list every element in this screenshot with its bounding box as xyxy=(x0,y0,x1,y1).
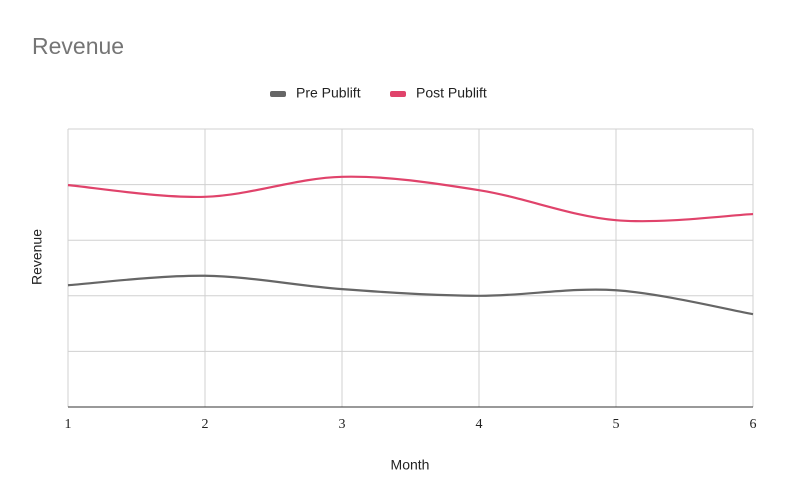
x-tick-label: 3 xyxy=(339,417,346,432)
x-tick-label: 2 xyxy=(202,417,209,432)
line-series xyxy=(67,274,754,316)
x-tick-label: 6 xyxy=(750,417,757,432)
legend-label: Post Publift xyxy=(416,85,487,101)
legend-label: Pre Publift xyxy=(296,85,361,101)
x-tick-label: 5 xyxy=(613,417,620,432)
y-axis-label: Revenue xyxy=(29,229,45,285)
chart-title: Revenue xyxy=(32,33,124,59)
x-axis-label: Month xyxy=(391,457,430,473)
legend-swatch xyxy=(270,91,286,97)
x-tick-label: 1 xyxy=(65,417,72,432)
legend-swatch xyxy=(390,91,406,97)
x-tick-label: 4 xyxy=(476,417,483,432)
line-series xyxy=(67,175,754,223)
